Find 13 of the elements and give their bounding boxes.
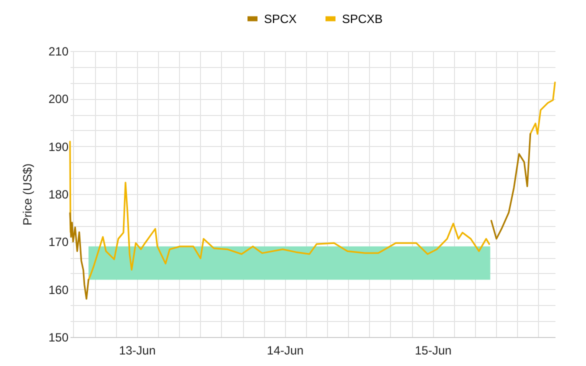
x-tick-label: 15-Jun [414,344,452,358]
y-axis-title: Price (US$) [20,163,34,226]
y-tick-label: 180 [48,188,69,202]
y-tick-label: 210 [48,44,69,58]
y-tick-label: 200 [48,92,69,106]
y-tick-label: 190 [48,140,69,154]
y-tick-label: 170 [48,235,69,250]
x-tick-label: 14-Jun [266,344,304,358]
legend-label: SPCXB [342,12,383,26]
y-tick-label: 150 [48,330,69,344]
legend-label: SPCX [264,12,297,26]
y-tick-label: 160 [48,282,69,297]
x-tick-label: 13-Jun [118,344,156,358]
